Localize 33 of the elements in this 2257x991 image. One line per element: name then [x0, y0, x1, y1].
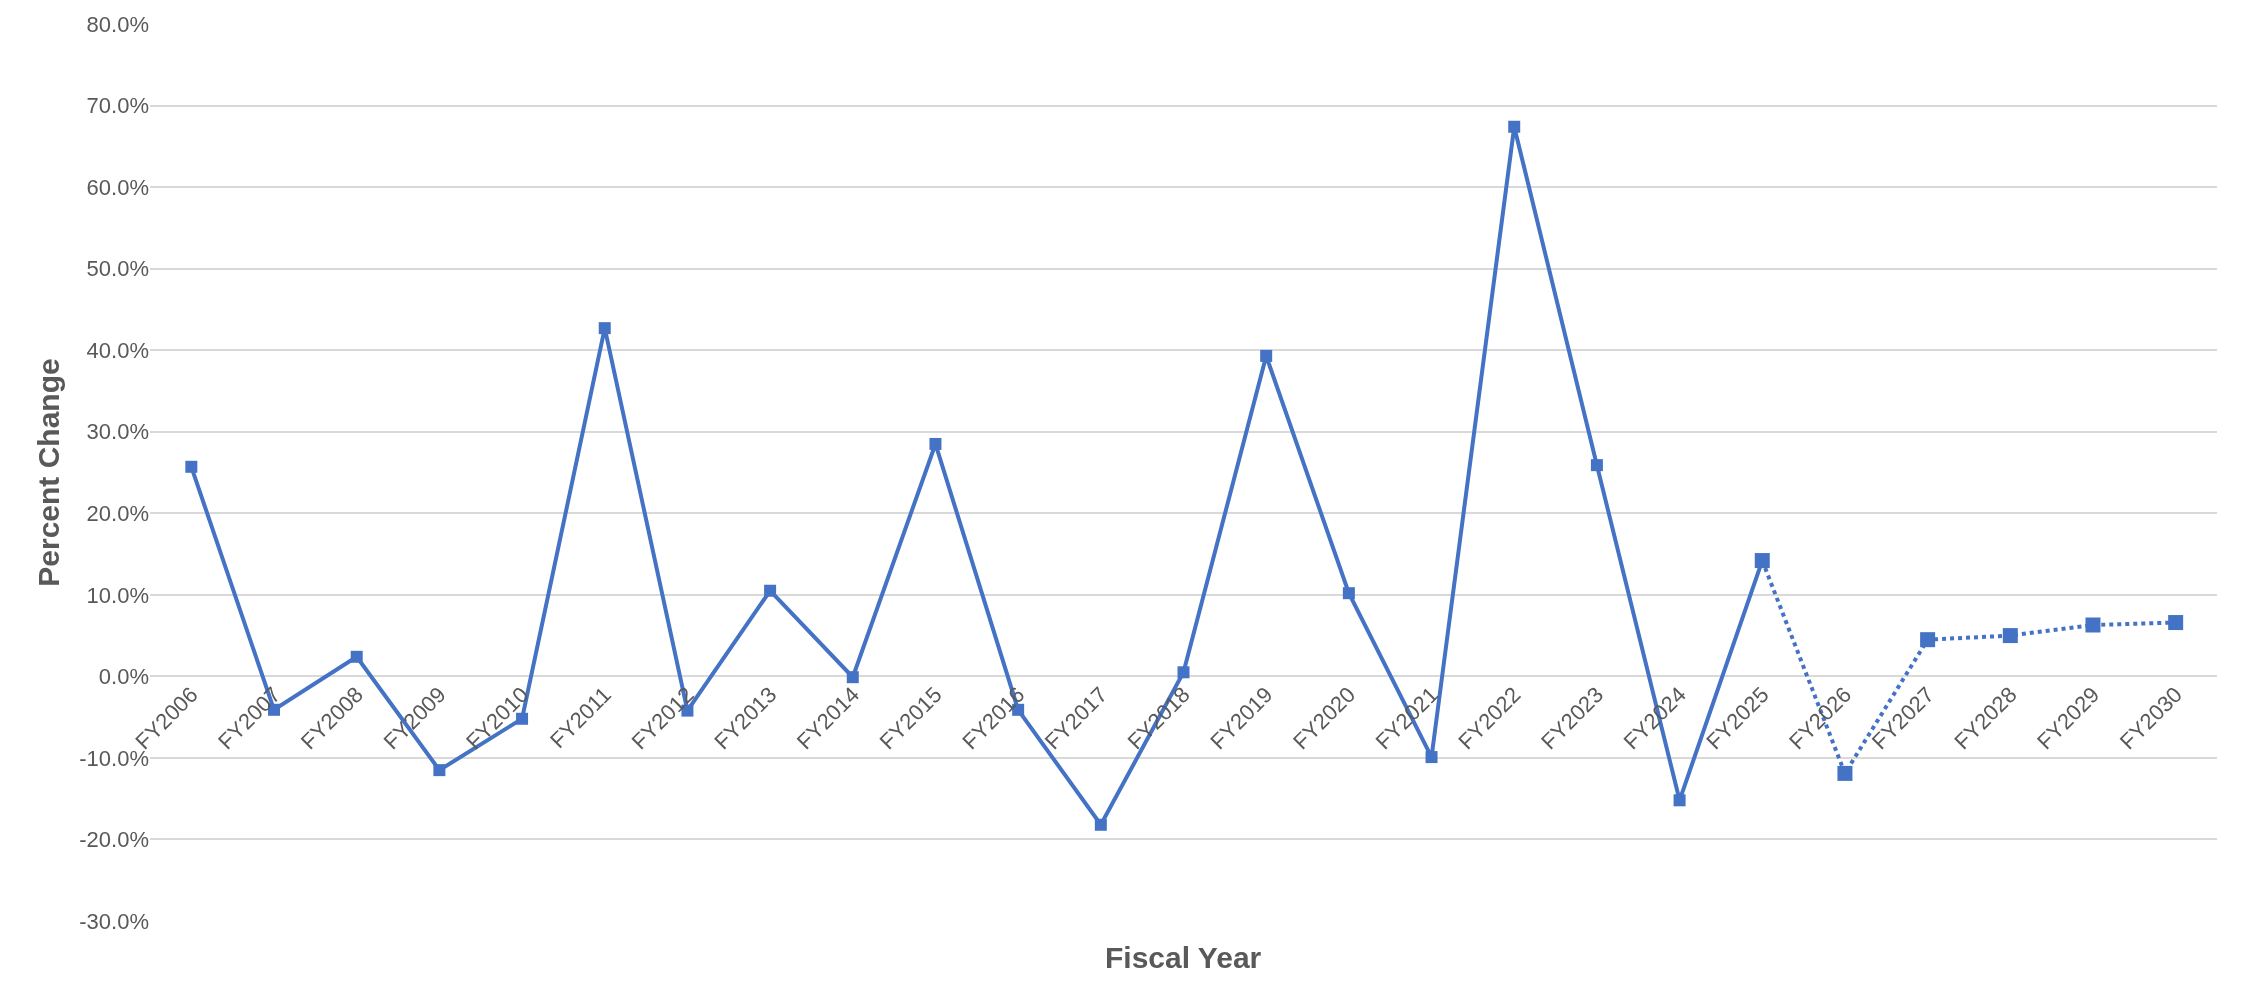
y-tick-label: 80.0%	[86, 11, 149, 37]
point	[2085, 617, 2101, 633]
point	[1425, 751, 1438, 764]
point	[433, 764, 446, 777]
x-axis-title: Fiscal Year	[1105, 941, 1262, 974]
point	[350, 650, 363, 663]
point	[1590, 459, 1603, 472]
point	[1508, 120, 1521, 133]
point	[1673, 794, 1686, 807]
point	[1837, 765, 1853, 781]
point	[846, 671, 859, 684]
point	[185, 460, 198, 473]
y-tick-label: 50.0%	[86, 256, 149, 282]
point	[1342, 587, 1355, 600]
point	[598, 322, 611, 335]
point	[2002, 628, 2018, 644]
point	[764, 584, 777, 597]
y-tick-label: 30.0%	[86, 419, 149, 445]
point	[2168, 615, 2184, 631]
y-tick-label: -30.0%	[79, 908, 149, 934]
point	[1094, 818, 1107, 831]
y-tick-label: 70.0%	[86, 93, 149, 119]
point	[1177, 666, 1190, 679]
y-tick-label: 10.0%	[86, 582, 149, 608]
y-axis-title: Percent Change	[32, 358, 66, 587]
y-tick-label: 0.0%	[98, 664, 149, 690]
point	[1260, 349, 1273, 362]
point	[1920, 632, 1936, 648]
y-tick-label: 60.0%	[86, 174, 149, 200]
point	[929, 437, 942, 450]
y-tick-label: 40.0%	[86, 337, 149, 363]
y-tick-label: 20.0%	[86, 500, 149, 526]
y-tick-label: -20.0%	[79, 827, 149, 853]
